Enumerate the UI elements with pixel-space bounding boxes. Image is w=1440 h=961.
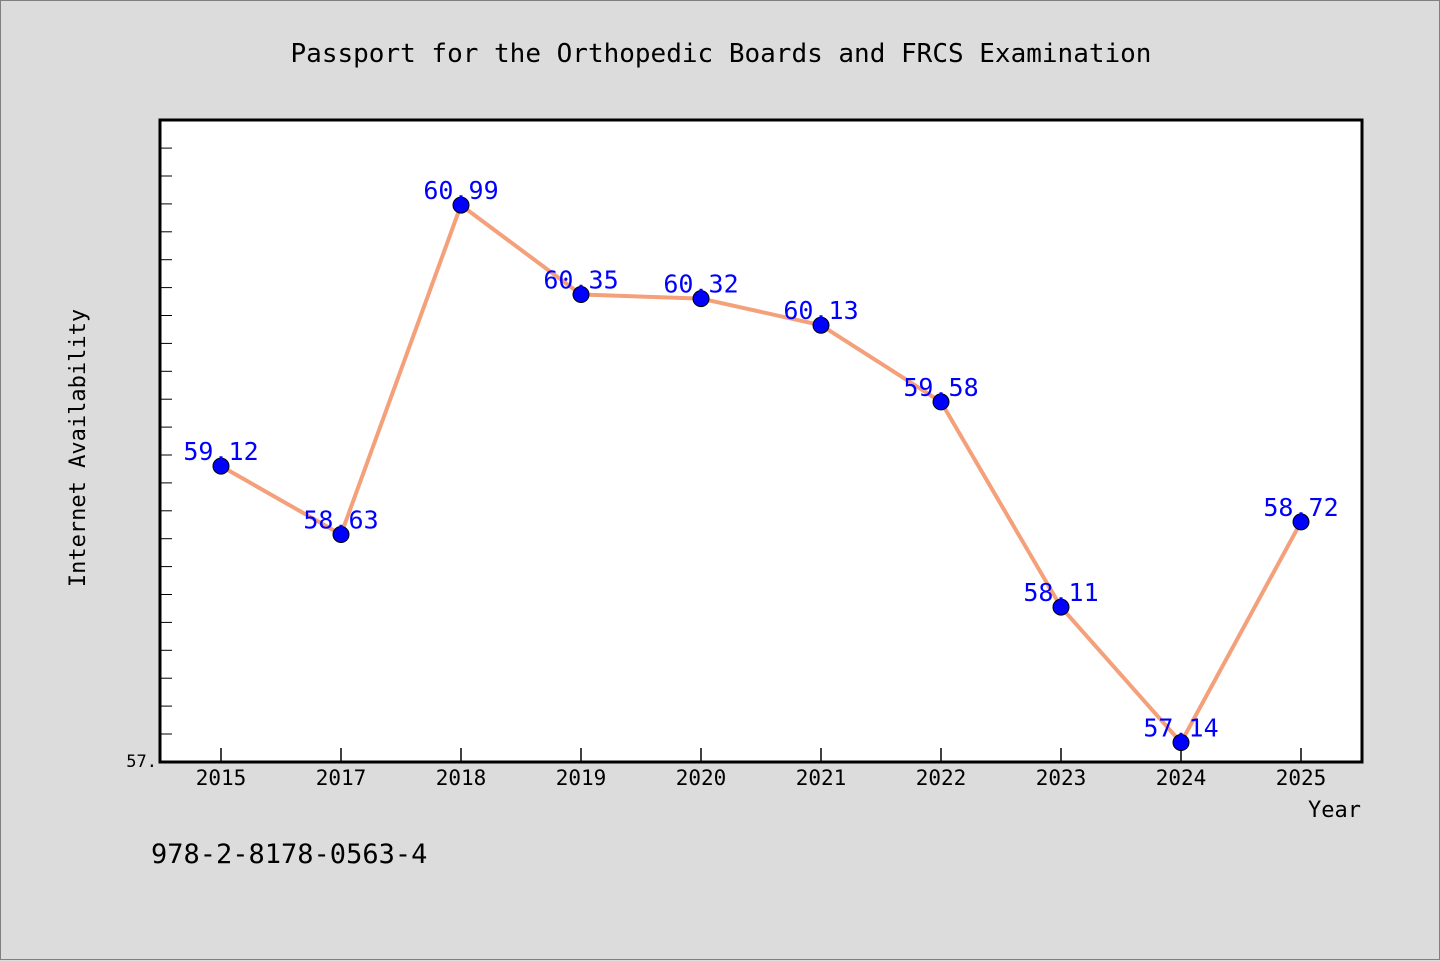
- data-labels: 59.12 58.63 60.99 60.35 60.32 60.13 59.58 58.11…: [183, 176, 1338, 742]
- data-label: 57.14: [1143, 714, 1218, 743]
- x-tick-label: 2021: [796, 766, 847, 790]
- data-point: [332, 526, 350, 543]
- x-tick-label: 2024: [1156, 766, 1207, 790]
- data-point: [932, 393, 950, 411]
- data-point: [572, 286, 590, 303]
- data-point: [692, 290, 710, 308]
- chart-title: Passport for the Orthopedic Boards and F…: [291, 39, 1152, 69]
- data-label: 58.63: [303, 506, 378, 535]
- data-point: [452, 196, 470, 214]
- data-label: 58.11: [1023, 578, 1098, 607]
- x-axis-tick-labels: 2015 2017 2018 2019 2020 2021 2022 2023 2024 2025: [196, 766, 1327, 790]
- data-markers: [212, 196, 1310, 751]
- y-axis-tick-labels: 57.: [126, 752, 157, 772]
- data-label: 58.72: [1263, 493, 1338, 522]
- x-tick-label: 2015: [196, 766, 247, 790]
- y-axis-ticks: [160, 147, 172, 735]
- x-tick-label: 2025: [1276, 766, 1327, 790]
- series-line: [220, 203, 1303, 745]
- data-point: [1172, 734, 1190, 751]
- data-label: 60.35: [543, 266, 618, 295]
- plot-area: [158, 118, 1364, 764]
- data-label: 59.12: [183, 437, 258, 466]
- x-axis-ticks: [220, 748, 1302, 762]
- data-label: 59.58: [903, 373, 978, 402]
- x-tick-label: 2023: [1036, 766, 1087, 790]
- y-tick-label: 57.: [126, 752, 157, 772]
- x-tick-label: 2018: [436, 766, 487, 790]
- x-tick-label: 2020: [676, 766, 727, 790]
- x-tick-label: 2019: [556, 766, 607, 790]
- x-tick-label: 2017: [316, 766, 367, 790]
- y-axis-title: Internet Availability: [66, 309, 91, 587]
- data-label: 60.99: [423, 176, 498, 205]
- data-label: 60.13: [783, 296, 858, 325]
- x-tick-label: 2022: [916, 766, 967, 790]
- x-axis-title: Year: [1308, 798, 1361, 823]
- data-point: [212, 457, 230, 475]
- data-point: [812, 316, 830, 334]
- data-point: [1052, 598, 1070, 616]
- data-point: [1292, 513, 1310, 531]
- isbn-footer: 978-2-8178-0563-4: [151, 839, 427, 870]
- data-label: 60.32: [663, 270, 738, 299]
